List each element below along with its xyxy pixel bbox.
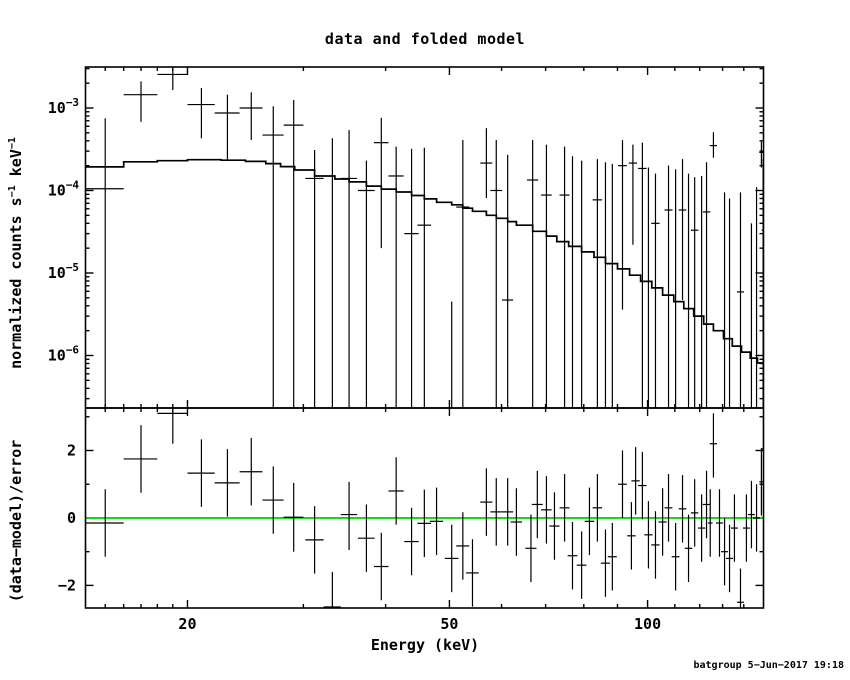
tick-labels: 20 50 100 10−3 10−4 10−5 10−6 −2 0 2 xyxy=(48,96,661,633)
svg-text:−2: −2 xyxy=(58,576,76,594)
model-curve xyxy=(85,158,764,364)
svg-text:0: 0 xyxy=(67,509,76,527)
svg-text:10−6: 10−6 xyxy=(48,343,80,364)
x-axis-label: Energy (keV) xyxy=(370,636,480,654)
svg-text:10−5: 10−5 xyxy=(48,261,79,282)
svg-text:2: 2 xyxy=(67,441,76,459)
ylabel-text: normalized counts s xyxy=(7,197,25,369)
svg-text:20: 20 xyxy=(178,615,196,633)
ylabel-text: keV xyxy=(7,149,25,186)
svg-text:50: 50 xyxy=(440,615,458,633)
svg-text:10−3: 10−3 xyxy=(48,96,79,117)
ylabel-sup: −1 xyxy=(7,137,18,150)
ylabel-sup: −1 xyxy=(7,185,18,198)
svg-text:10−4: 10−4 xyxy=(48,178,80,199)
panel-frames xyxy=(84,66,765,609)
timestamp-credit: batgroup 5−Jun−2017 19:18 xyxy=(693,660,844,671)
residual-errorbars xyxy=(85,408,764,608)
spectrum-errorbars xyxy=(85,67,764,408)
chart-title: data and folded model xyxy=(324,30,526,48)
svg-text:100: 100 xyxy=(634,615,661,633)
